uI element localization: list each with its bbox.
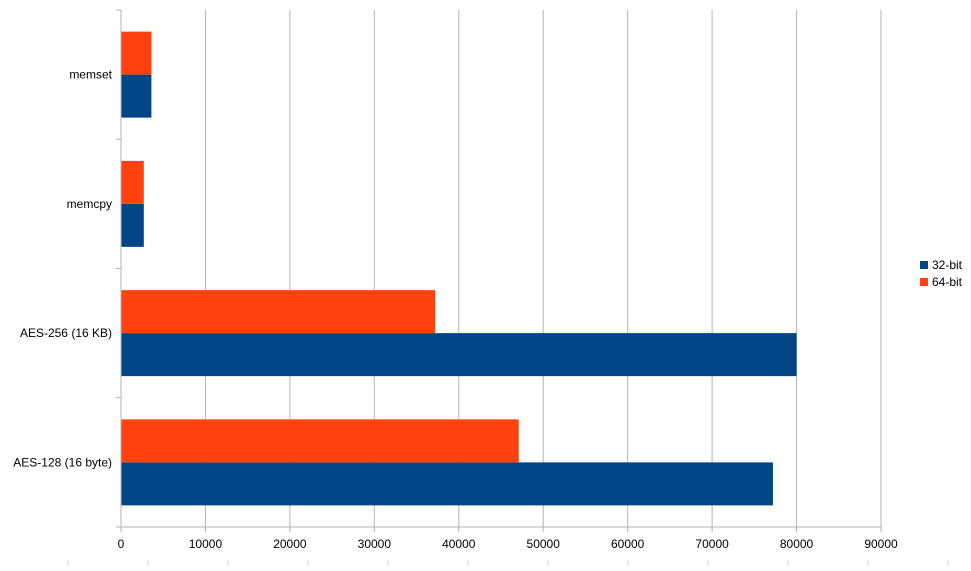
legend-label: 32-bit (932, 258, 963, 272)
x-tick-label: 80000 (780, 537, 814, 551)
bar-32-bit-2 (121, 333, 797, 377)
x-tick-label: 90000 (864, 537, 898, 551)
bar-64-bit-3 (121, 419, 519, 463)
legend-swatch-32-bit (920, 261, 928, 269)
x-tick-label: 30000 (358, 537, 392, 551)
x-tick-label: 0 (118, 537, 125, 551)
bar-32-bit-3 (121, 462, 773, 506)
bar-64-bit-0 (121, 31, 152, 75)
legend-swatch-64-bit (920, 278, 928, 286)
x-tick-label: 10000 (189, 537, 223, 551)
bar-32-bit-1 (121, 203, 144, 247)
category-label: memcpy (67, 197, 112, 211)
category-label: AES-128 (16 byte) (13, 455, 112, 469)
x-tick-label: 40000 (442, 537, 476, 551)
category-label: memset (69, 68, 112, 82)
x-tick-label: 70000 (695, 537, 729, 551)
x-tick-label: 20000 (273, 537, 307, 551)
bar-64-bit-1 (121, 160, 144, 204)
x-tick-label: 60000 (611, 537, 645, 551)
bar-32-bit-0 (121, 74, 152, 118)
x-tick-label: 50000 (527, 537, 561, 551)
category-label: AES-256 (16 KB) (20, 326, 112, 340)
legend-label: 64-bit (932, 275, 963, 289)
bar-64-bit-2 (121, 290, 436, 334)
